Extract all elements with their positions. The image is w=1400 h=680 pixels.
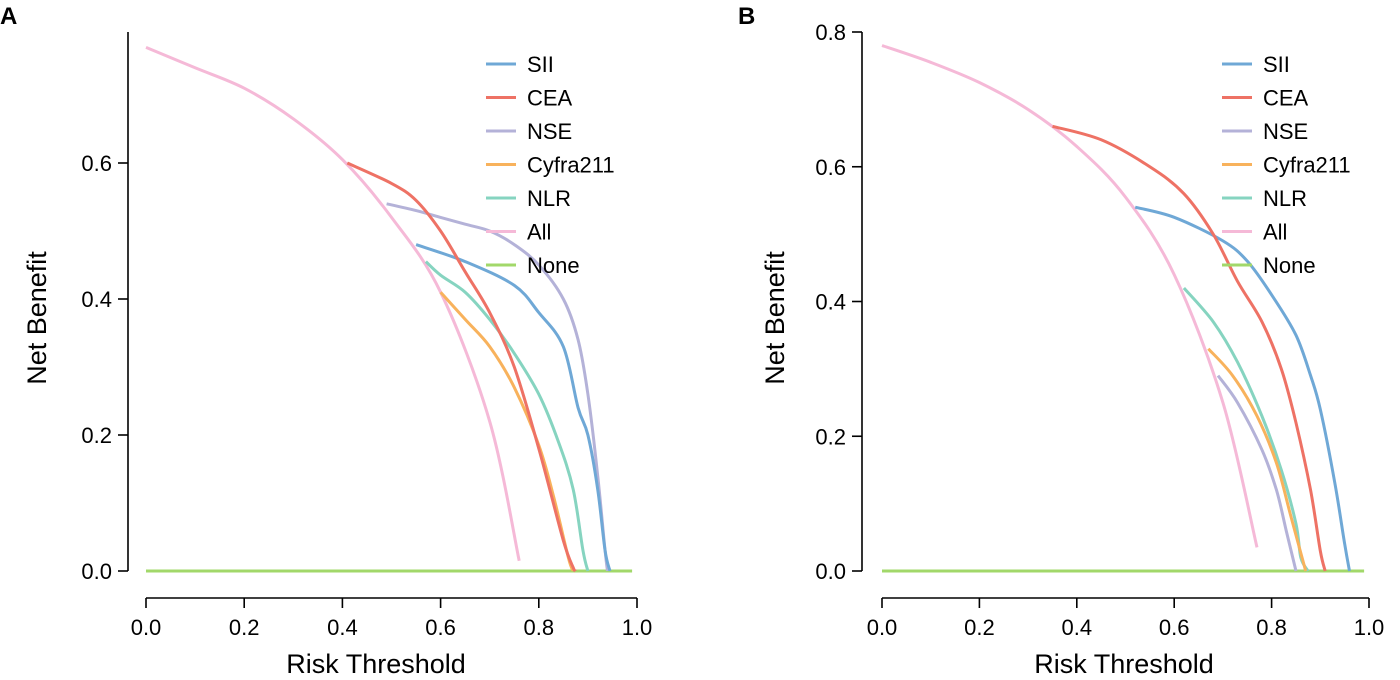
y-tick-label: 0.2: [815, 424, 846, 449]
series-line-cea: [1052, 124, 1327, 572]
series-line-nlr: [424, 260, 590, 572]
legend-label: Cyfra211: [527, 153, 615, 178]
x-tick-label: 0.6: [1159, 615, 1190, 640]
y-axis-title: Net Benefit: [22, 251, 52, 385]
legend-label: CEA: [1263, 86, 1309, 111]
y-tick-label: 0.2: [81, 423, 112, 448]
y-tick-label: 0.6: [815, 155, 846, 180]
x-tick-label: 1.0: [1354, 615, 1385, 640]
panel-b-plot-area: [881, 44, 1365, 573]
legend-label: None: [527, 253, 580, 278]
series-line-nse: [1216, 374, 1298, 572]
x-tick-label: 0.4: [327, 615, 358, 640]
series-line-nse: [386, 202, 609, 572]
legend-label: SII: [1263, 52, 1290, 77]
panel-a-chart: A 0.0 0.2 0.4 0.6 0.0 0.2 0.4 0.6 0.8 1.0 SII CEA N…: [0, 3, 652, 679]
y-tick-label: 0.8: [815, 20, 846, 45]
panel-label: A: [0, 3, 17, 30]
x-tick-label: 0.2: [229, 615, 260, 640]
legend-label: All: [527, 220, 551, 245]
x-tick-label: 0.6: [425, 615, 456, 640]
panel-a-plot-area: [145, 46, 633, 573]
x-tick-label: 0.4: [1062, 615, 1093, 640]
x-tick-label: 0.2: [964, 615, 995, 640]
panel-a-axes: 0.0 0.2 0.4 0.6 0.0 0.2 0.4 0.6 0.8 1.0: [81, 32, 652, 640]
x-tick-label: 0.0: [867, 615, 898, 640]
series-line-sii: [1134, 205, 1351, 572]
legend-label: NSE: [1263, 119, 1308, 144]
series-line-cea: [346, 161, 577, 573]
x-tick-label: 0.8: [524, 615, 555, 640]
series-line-nlr: [1182, 287, 1310, 572]
x-axis-title: Risk Threshold: [286, 649, 466, 679]
series-line-cyfra211: [1207, 347, 1308, 572]
legend-label: NLR: [527, 186, 571, 211]
legend-label: CEA: [527, 86, 573, 111]
x-axis-title: Risk Threshold: [1034, 649, 1214, 679]
legend-label: NLR: [1263, 186, 1307, 211]
y-tick-label: 0.0: [815, 559, 846, 584]
series-line-all: [881, 44, 1259, 548]
legend-label: SII: [527, 52, 554, 77]
series-line-sii: [415, 243, 612, 572]
legend-label: Cyfra211: [1263, 153, 1351, 178]
y-axis-title: Net Benefit: [760, 251, 790, 385]
panel-a-legend: SII CEA NSE Cyfra211 NLR All None: [486, 52, 615, 278]
legend-label: All: [1263, 220, 1287, 245]
legend-label: NSE: [527, 119, 572, 144]
y-tick-label: 0.0: [81, 559, 112, 584]
legend-label: None: [1263, 253, 1316, 278]
y-tick-label: 0.4: [815, 290, 846, 315]
panel-b-chart: B 0.0 0.2 0.4 0.6 0.8 0.0 0.2 0.4 0.6 0.8 1.0 SII C…: [738, 3, 1384, 679]
y-tick-label: 0.6: [81, 151, 112, 176]
x-tick-label: 0.8: [1256, 615, 1287, 640]
panel-b-legend: SII CEA NSE Cyfra211 NLR All None: [1222, 52, 1351, 278]
y-tick-label: 0.4: [81, 287, 112, 312]
series-line-all: [145, 46, 521, 562]
panel-b-axes: 0.0 0.2 0.4 0.6 0.8 0.0 0.2 0.4 0.6 0.8 1.0: [815, 20, 1384, 640]
x-tick-label: 1.0: [622, 615, 653, 640]
x-tick-label: 0.0: [131, 615, 162, 640]
panel-label: B: [738, 3, 755, 30]
